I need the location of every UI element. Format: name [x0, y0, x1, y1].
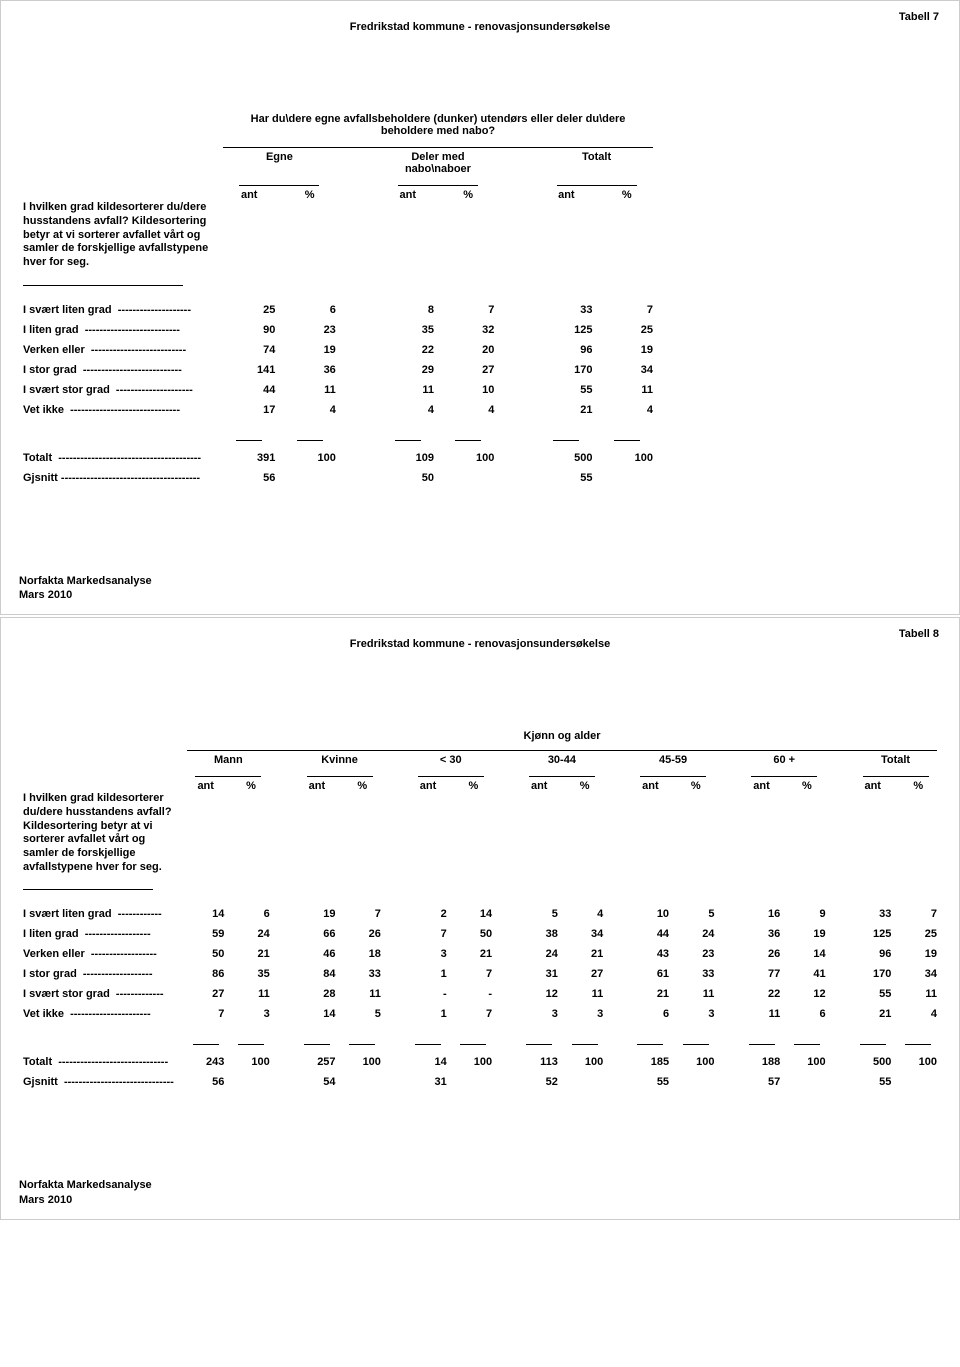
- subcol-ant: ant: [219, 189, 279, 201]
- table-row: I svært liten grad ------------146197214…: [19, 908, 941, 920]
- page-footer: Norfakta Markedsanalyse Mars 2010: [19, 574, 941, 603]
- table-row: Verken eller ------------------502146183…: [19, 948, 941, 960]
- table-row: Verken eller --------------------------7…: [19, 344, 657, 356]
- row-question: I hvilken grad kildesorterer du/dere hus…: [19, 201, 219, 286]
- col-group-4559: 45-59: [628, 754, 719, 768]
- super-header: Har du\dere egne avfallsbeholdere (dunke…: [219, 113, 657, 139]
- table-number: Tabell 7: [899, 11, 939, 23]
- crosstab-table-7: Har du\dere egne avfallsbeholdere (dunke…: [19, 113, 657, 484]
- table-row: I liten grad --------------------------9…: [19, 324, 657, 336]
- table-row: I svært stor grad -------------27112811-…: [19, 988, 941, 1000]
- page-title: Fredrikstad kommune - renovasjonsundersø…: [19, 21, 941, 33]
- page-8: Tabell 8 Fredrikstad kommune - renovasjo…: [0, 617, 960, 1220]
- table-row: Vet ikke ----------------------731451733…: [19, 1008, 941, 1020]
- super-header: Kjønn og alder: [183, 730, 941, 742]
- col-group-totalt: Totalt: [536, 151, 657, 177]
- col-group-mann: Mann: [183, 754, 274, 768]
- subcol-pct: %: [279, 189, 339, 201]
- page-7: Tabell 7 Fredrikstad kommune - renovasjo…: [0, 0, 960, 615]
- table-row: I svært liten grad --------------------2…: [19, 304, 657, 316]
- table-number: Tabell 8: [899, 628, 939, 640]
- table-row: I liten grad ------------------592466267…: [19, 928, 941, 940]
- col-group-3044: 30-44: [517, 754, 608, 768]
- col-group-60p: 60 +: [739, 754, 830, 768]
- page-footer: Norfakta Markedsanalyse Mars 2010: [19, 1178, 941, 1207]
- table-row: Vet ikke ------------------------------1…: [19, 404, 657, 416]
- total-row: Totalt ---------------------------------…: [19, 452, 657, 464]
- col-group-totalt: Totalt: [850, 754, 941, 768]
- table-row: I stor grad ---------------------------1…: [19, 364, 657, 376]
- average-row: Gjsnitt ------------------------------56…: [19, 1076, 941, 1088]
- col-group-lt30: < 30: [405, 754, 496, 768]
- crosstab-table-8: Kjønn og alder Mann Kvinne < 30 30-44 45…: [19, 730, 941, 1088]
- row-question: I hvilken grad kildesorterer du/dere hus…: [19, 792, 183, 890]
- col-group-deler: Deler med nabo\naboer: [378, 151, 499, 177]
- table-row: I stor grad -------------------863584331…: [19, 968, 941, 980]
- col-group-egne: Egne: [219, 151, 340, 177]
- col-group-kvinne: Kvinne: [294, 754, 385, 768]
- page-title: Fredrikstad kommune - renovasjonsundersø…: [19, 638, 941, 650]
- table-row: I svært stor grad ---------------------4…: [19, 384, 657, 396]
- average-row: Gjsnitt --------------------------------…: [19, 472, 657, 484]
- total-row: Totalt ------------------------------243…: [19, 1056, 941, 1068]
